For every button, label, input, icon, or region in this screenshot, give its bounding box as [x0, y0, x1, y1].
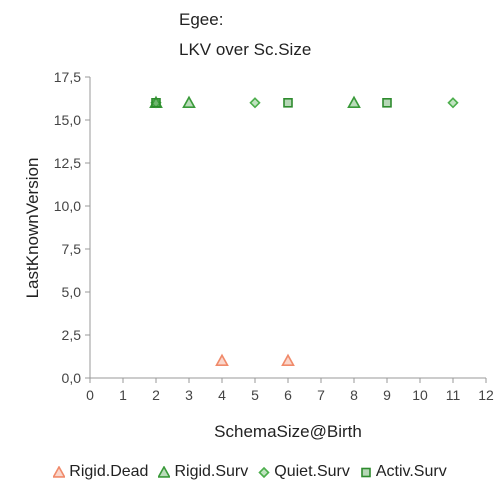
triangle-icon	[53, 466, 66, 478]
chart-title-line-2: LKV over Sc.Size	[179, 40, 312, 59]
y-tick-label: 0,0	[62, 370, 82, 386]
x-tick-label: 4	[218, 387, 226, 403]
x-tick-label: 12	[478, 387, 494, 403]
legend-label: Activ.Surv	[375, 463, 447, 480]
triangle-icon	[158, 466, 171, 478]
y-tick-label: 17,5	[54, 69, 81, 85]
x-tick-label: 6	[284, 387, 292, 403]
y-tick-label: 12,5	[54, 155, 81, 171]
y-tick-label: 7,5	[62, 241, 82, 257]
data-point-activ-surv	[283, 98, 293, 108]
scatter-chart: 0 1 2 3 4 5 6 7 8 9 10 11 120,02,55,07,510,012,515,0…	[23, 69, 494, 441]
x-tick-label: 5	[251, 387, 259, 403]
data-point-rigid-surv	[182, 95, 196, 108]
square-icon	[361, 467, 371, 478]
x-tick-label: 1	[119, 387, 127, 403]
data-point-quiet-surv	[447, 97, 459, 109]
x-axis-label: SchemaSize@Birth	[214, 422, 362, 441]
legend-item: Activ.Surv	[360, 463, 447, 481]
x-tick-label: 0	[86, 387, 94, 403]
legend-marker	[258, 466, 270, 478]
x-tick-label: 10	[412, 387, 428, 403]
data-point-activ-surv	[382, 98, 392, 108]
x-tick-label: 7	[317, 387, 325, 403]
legend-marker	[158, 466, 171, 478]
data-point-rigid-dead	[281, 353, 295, 367]
legend-item: Quiet.Surv	[258, 463, 350, 481]
y-tick-label: 10,0	[54, 198, 81, 214]
y-tick-label: 2,5	[62, 327, 82, 343]
diamond-icon	[258, 466, 270, 478]
data-point-rigid-surv	[347, 95, 361, 108]
y-tick-label: 15,0	[54, 112, 81, 128]
axes: 0 1 2 3 4 5 6 7 8 9 10 11 120,02,55,07,510,012,515,0…	[54, 69, 494, 403]
legend-label: Quiet.Surv	[274, 463, 350, 480]
data-point-rigid-dead	[215, 353, 229, 367]
x-tick-label: 8	[350, 387, 358, 403]
legend-marker	[53, 466, 66, 478]
legend-item: Rigid.Dead	[53, 463, 148, 481]
legend-label: Rigid.Dead	[69, 463, 149, 480]
y-axis-label: LastKnownVersion	[23, 158, 42, 299]
chart-title-line-1: Egee:	[179, 10, 224, 29]
x-tick-label: 3	[185, 387, 193, 403]
x-tick-label: 9	[383, 387, 391, 403]
legend-item: Rigid.Surv	[158, 463, 248, 481]
legend-label: Rigid.Surv	[174, 463, 249, 480]
x-tick-label: 11	[446, 387, 461, 403]
legend: Rigid.Dead Rigid.Surv Quiet.Surv Activ.Surv	[0, 463, 500, 481]
data-point-activ-surv	[151, 98, 161, 108]
legend-marker	[361, 467, 371, 478]
data-points	[149, 95, 459, 367]
data-point-quiet-surv	[249, 97, 261, 109]
x-tick-label: 2	[152, 387, 160, 403]
y-tick-label: 5,0	[62, 284, 82, 300]
